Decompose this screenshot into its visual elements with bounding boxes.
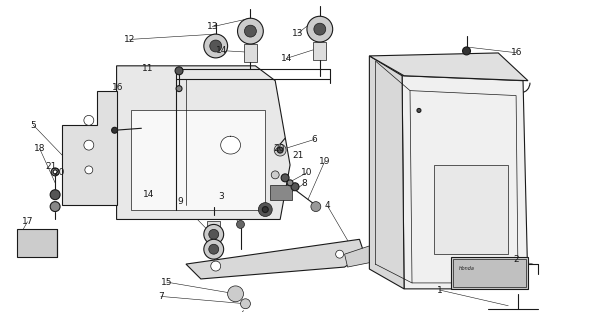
Circle shape bbox=[51, 168, 59, 176]
Text: 13: 13 bbox=[292, 28, 304, 38]
Circle shape bbox=[307, 16, 333, 42]
Bar bbox=[207, 221, 220, 231]
Text: 11: 11 bbox=[142, 63, 153, 73]
Text: 16: 16 bbox=[112, 83, 123, 92]
Polygon shape bbox=[344, 244, 377, 267]
Circle shape bbox=[175, 67, 183, 75]
Circle shape bbox=[336, 250, 344, 258]
Circle shape bbox=[462, 47, 470, 55]
Circle shape bbox=[277, 147, 283, 153]
Polygon shape bbox=[221, 136, 241, 154]
Circle shape bbox=[237, 220, 244, 228]
Text: 14: 14 bbox=[144, 190, 155, 199]
Text: 21: 21 bbox=[292, 151, 304, 160]
Circle shape bbox=[204, 34, 228, 58]
Text: 12: 12 bbox=[124, 35, 135, 44]
Text: 5: 5 bbox=[30, 121, 36, 130]
Bar bbox=[451, 257, 528, 289]
Text: 16: 16 bbox=[511, 48, 522, 57]
Bar bbox=[313, 42, 326, 60]
Polygon shape bbox=[62, 91, 117, 204]
Circle shape bbox=[244, 25, 256, 37]
Text: 18: 18 bbox=[34, 144, 45, 153]
Text: 15: 15 bbox=[161, 278, 173, 287]
Circle shape bbox=[291, 183, 299, 191]
Circle shape bbox=[311, 202, 321, 212]
Text: 19: 19 bbox=[319, 157, 330, 166]
Bar bbox=[17, 229, 57, 257]
Bar bbox=[244, 44, 257, 62]
Text: 3: 3 bbox=[218, 192, 224, 201]
Circle shape bbox=[274, 144, 286, 156]
Circle shape bbox=[258, 203, 272, 217]
Text: 14: 14 bbox=[216, 46, 227, 55]
Text: 21: 21 bbox=[45, 163, 57, 172]
Circle shape bbox=[84, 116, 94, 125]
Circle shape bbox=[50, 202, 60, 212]
Text: 17: 17 bbox=[21, 217, 33, 226]
Circle shape bbox=[111, 127, 117, 133]
Circle shape bbox=[287, 180, 293, 186]
Text: 7: 7 bbox=[158, 292, 164, 301]
Polygon shape bbox=[370, 56, 404, 289]
Text: 4: 4 bbox=[325, 202, 330, 211]
Circle shape bbox=[238, 18, 263, 44]
Circle shape bbox=[209, 244, 219, 254]
Text: 13: 13 bbox=[207, 22, 218, 31]
Polygon shape bbox=[370, 53, 528, 81]
Circle shape bbox=[204, 239, 224, 259]
Bar bbox=[452, 259, 526, 287]
Circle shape bbox=[262, 207, 268, 212]
Text: 20: 20 bbox=[53, 168, 64, 177]
Bar bbox=[434, 165, 508, 254]
Bar bbox=[270, 185, 292, 200]
Circle shape bbox=[228, 286, 244, 302]
Circle shape bbox=[176, 86, 182, 92]
Circle shape bbox=[204, 224, 224, 244]
Circle shape bbox=[210, 40, 222, 52]
Text: 6: 6 bbox=[312, 135, 318, 144]
Circle shape bbox=[314, 23, 326, 35]
Circle shape bbox=[53, 170, 57, 174]
Circle shape bbox=[50, 190, 60, 200]
Circle shape bbox=[281, 174, 289, 182]
Circle shape bbox=[271, 171, 279, 179]
Text: 8: 8 bbox=[301, 179, 307, 188]
Text: Honda: Honda bbox=[458, 266, 474, 271]
Polygon shape bbox=[402, 76, 528, 289]
Circle shape bbox=[211, 261, 221, 271]
Circle shape bbox=[85, 166, 93, 174]
Text: 9: 9 bbox=[177, 197, 183, 206]
Circle shape bbox=[241, 299, 250, 309]
Polygon shape bbox=[132, 110, 265, 210]
Circle shape bbox=[209, 229, 219, 239]
Polygon shape bbox=[186, 239, 364, 279]
Text: 1: 1 bbox=[437, 285, 443, 295]
Text: 14: 14 bbox=[281, 54, 292, 63]
Circle shape bbox=[417, 108, 421, 112]
Text: 10: 10 bbox=[301, 168, 313, 177]
Text: 2: 2 bbox=[514, 255, 520, 264]
Circle shape bbox=[84, 140, 94, 150]
Text: 20: 20 bbox=[274, 144, 285, 153]
Polygon shape bbox=[117, 66, 290, 220]
